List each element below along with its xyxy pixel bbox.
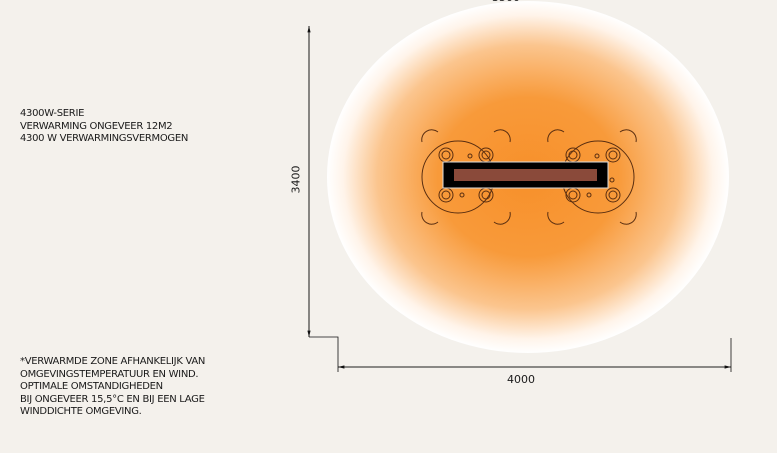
note-line: WINDDICHTE OMGEVING.: [20, 406, 142, 417]
spec-text: 4300W-SERIE VERWARMING ONGEVEER 12M2 430…: [20, 108, 188, 146]
note-line: OMGEVINGSTEMPERATUUR EN WIND.: [20, 368, 199, 380]
spec-line: VERWARMING ONGEVEER 12M2: [20, 120, 173, 132]
note-line: *VERWARMDE ZONE AFHANKELIJK VAN: [20, 356, 206, 367]
dimension-width-label: 4000: [507, 373, 535, 386]
note-line: OPTIMALE OMSTANDIGHEDEN: [20, 381, 163, 392]
spec-line: 4300 W VERWARMINGSVERMOGEN: [20, 133, 189, 144]
dimension-top-label: 3500: [492, 0, 520, 4]
dimension-lines: [307, 26, 732, 372]
spec-line: 4300W-SERIE: [20, 108, 85, 119]
note-line: BIJ ONGEVEER 15,5°C EN BIJ EEN LAGE: [20, 393, 205, 405]
note-text: *VERWARMDE ZONE AFHANKELIJK VAN OMGEVING…: [20, 356, 205, 419]
heater: [442, 161, 609, 189]
dimension-height-label: 3400: [289, 165, 303, 194]
